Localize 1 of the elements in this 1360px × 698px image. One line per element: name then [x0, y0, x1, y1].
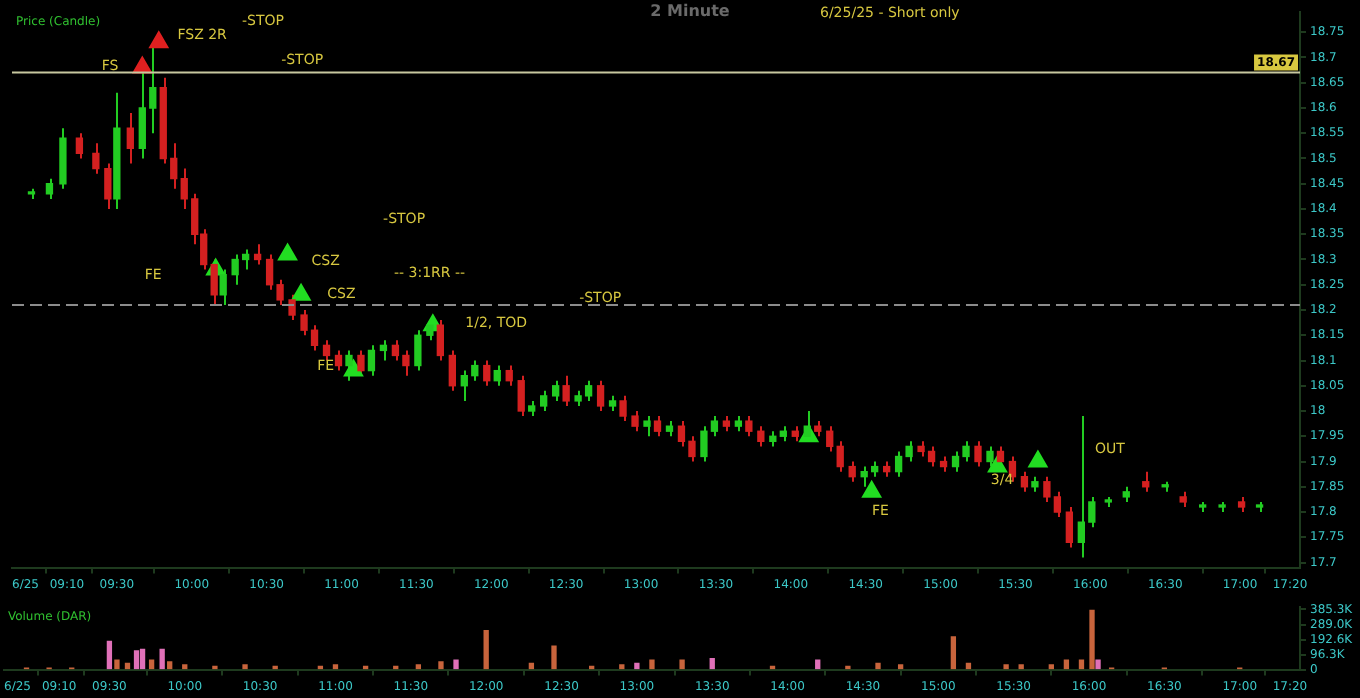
- chart-title: 2 Minute: [650, 2, 731, 21]
